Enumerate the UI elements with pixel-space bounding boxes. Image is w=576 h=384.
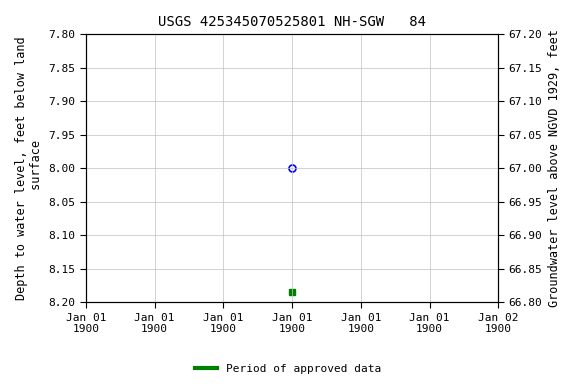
- Title: USGS 425345070525801 NH-SGW   84: USGS 425345070525801 NH-SGW 84: [158, 15, 426, 29]
- Legend: Period of approved data: Period of approved data: [191, 359, 385, 379]
- Y-axis label: Groundwater level above NGVD 1929, feet: Groundwater level above NGVD 1929, feet: [548, 30, 561, 307]
- Y-axis label: Depth to water level, feet below land
 surface: Depth to water level, feet below land su…: [15, 36, 43, 300]
